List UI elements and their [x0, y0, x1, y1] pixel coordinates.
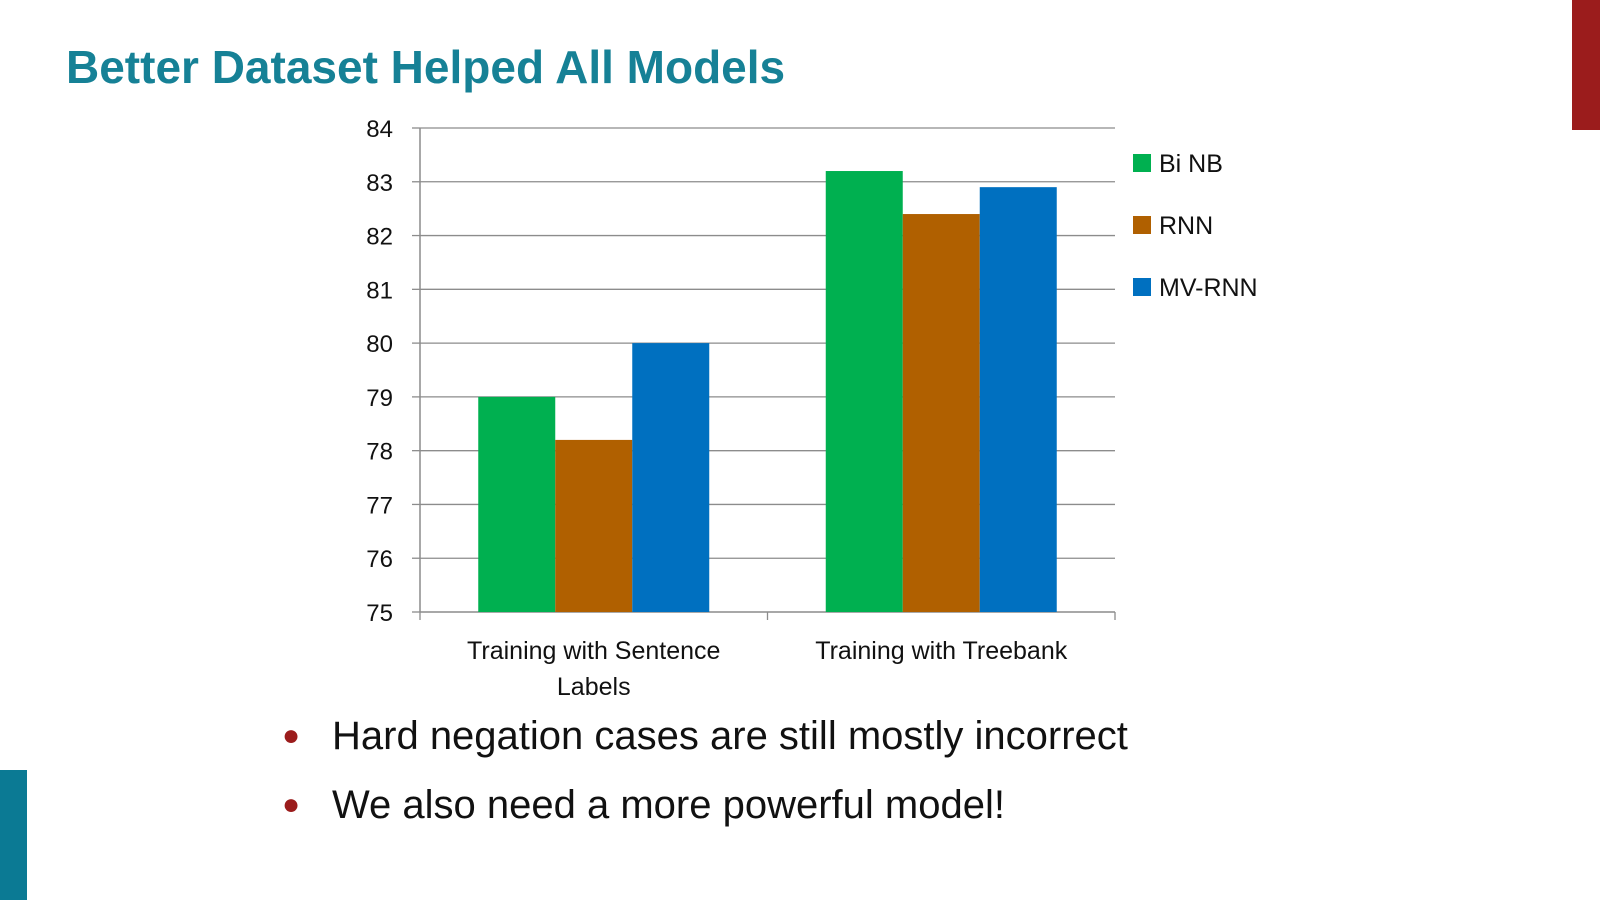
bullet-text: Hard negation cases are still mostly inc… — [332, 714, 1128, 758]
top-right-accent-bar — [1572, 0, 1600, 130]
y-tick-label: 81 — [366, 277, 393, 304]
y-tick-label: 84 — [366, 116, 393, 143]
slide-title: Better Dataset Helped All Models — [66, 41, 786, 93]
y-tick-label: 76 — [366, 546, 393, 573]
y-tick-label: 75 — [366, 600, 393, 627]
legend-label: Bi NB — [1159, 150, 1223, 178]
bullet-text: We also need a more powerful model! — [332, 783, 1005, 827]
bullet-dot-icon: ● — [282, 719, 301, 752]
y-tick-label: 78 — [366, 439, 393, 466]
bar-bi-nb — [825, 171, 903, 612]
y-tick-label: 80 — [366, 331, 393, 358]
legend-swatch — [1133, 278, 1151, 296]
legend-label: RNN — [1159, 212, 1213, 240]
bar-rnn — [555, 439, 633, 612]
bullet-item: ● Hard negation cases are still mostly i… — [282, 712, 1128, 781]
x-category-label: Training with Sentence — [467, 637, 720, 665]
legend-label: MV-RNN — [1159, 274, 1258, 302]
bar-bi-nb — [478, 396, 556, 612]
y-tick-label: 77 — [366, 492, 393, 519]
y-tick-label: 79 — [366, 385, 393, 412]
x-category-label: Labels — [557, 673, 631, 701]
bar-mv-rnn — [979, 187, 1057, 612]
bottom-left-accent-bar — [0, 770, 27, 900]
legend-swatch — [1133, 216, 1151, 234]
bullet-item: ● We also need a more powerful model! — [282, 781, 1128, 850]
bullet-list: ● Hard negation cases are still mostly i… — [282, 712, 1128, 850]
bar-rnn — [902, 214, 980, 613]
bullet-dot-icon: ● — [282, 788, 301, 821]
y-tick-label: 83 — [366, 170, 393, 197]
x-category-label: Training with Treebank — [815, 637, 1067, 665]
bar-mv-rnn — [632, 343, 710, 612]
y-tick-label: 82 — [366, 224, 393, 251]
legend-swatch — [1133, 154, 1151, 172]
